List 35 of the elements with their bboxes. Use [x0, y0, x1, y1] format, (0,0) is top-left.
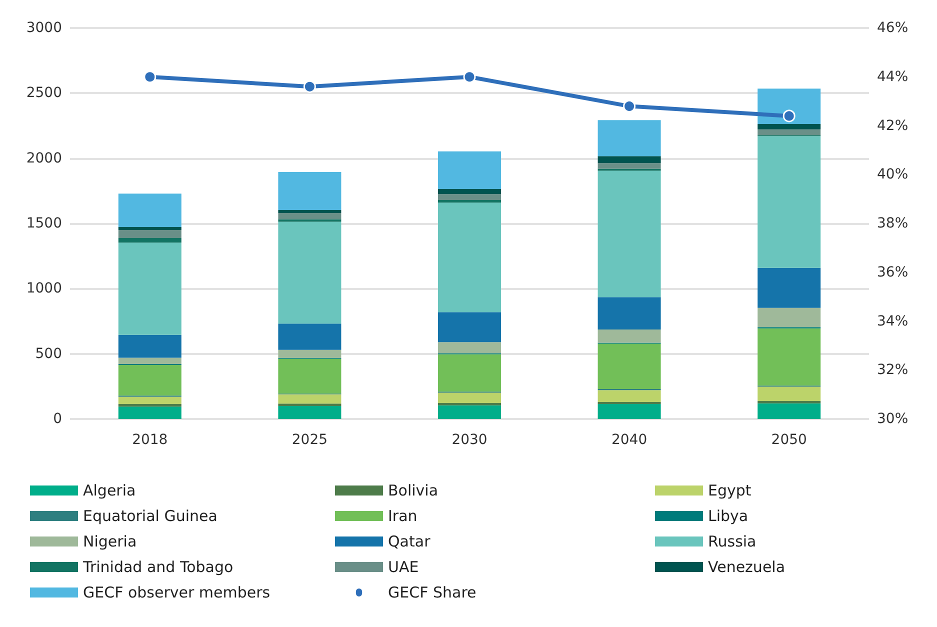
x-tick-label: 2040 — [611, 432, 648, 448]
legend-label: Trinidad and Tobago — [82, 558, 234, 576]
y2-tick-label: 36% — [877, 264, 908, 280]
legend-label: Qatar — [388, 532, 432, 550]
y-tick-label: 0 — [53, 411, 62, 427]
y2-tick-label: 34% — [877, 313, 908, 330]
y2-tick-label: 44% — [877, 68, 908, 85]
y2-tick-label: 46% — [877, 20, 908, 36]
y2-tick-label: 30% — [877, 411, 908, 427]
legend-label: Nigeria — [83, 532, 137, 550]
y-tick-label: 1500 — [26, 216, 62, 232]
y2-tick-label: 38% — [877, 216, 908, 232]
y-tick-label: 500 — [35, 346, 62, 362]
legend-label: UAE — [388, 558, 419, 576]
legend-label: Algeria — [83, 482, 136, 500]
legend-label: Russia — [708, 532, 756, 550]
legend-label: Equatorial Guinea — [83, 507, 218, 525]
x-tick-label: 2050 — [771, 432, 807, 448]
y-tick-label: 3000 — [26, 20, 62, 36]
legend-label: Libya — [708, 507, 748, 525]
y-tick-label: 2500 — [26, 85, 62, 102]
legend-label: Iran — [388, 507, 418, 525]
legend-label: GECF Share — [388, 584, 476, 602]
legend-label: Venezuela — [708, 558, 786, 576]
legend-label: Egypt — [708, 482, 752, 500]
x-tick-label: 2030 — [452, 432, 488, 448]
y2-tick-label: 32% — [877, 362, 908, 378]
x-tick-label: 2018 — [132, 432, 168, 448]
y-tick-label: 1000 — [26, 280, 62, 297]
legend-label: Bolivia — [388, 482, 438, 500]
y-tick-label: 2000 — [26, 150, 62, 166]
y2-tick-label: 40% — [877, 166, 908, 183]
x-tick-label: 2025 — [292, 432, 328, 448]
y2-tick-label: 42% — [877, 118, 908, 134]
legend-label: GECF observer members — [83, 584, 270, 602]
